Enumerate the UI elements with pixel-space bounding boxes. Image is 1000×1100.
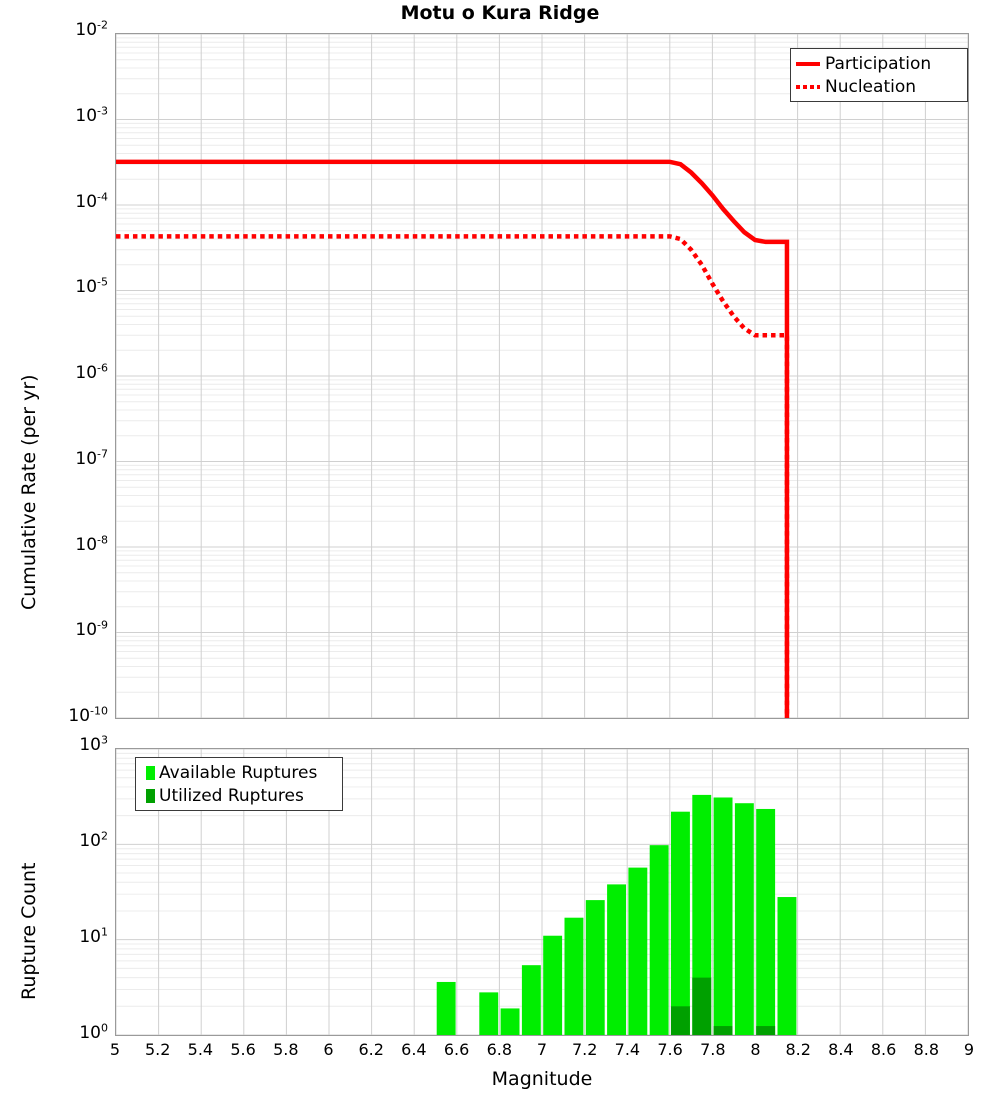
legend-item-utilized-ruptures[interactable]: Utilized Ruptures — [140, 784, 336, 807]
utilized-ruptures-swatch-icon — [146, 788, 155, 803]
xaxis-tick: 6.2 — [358, 1040, 384, 1059]
legend-label-nucleation: Nucleation — [825, 76, 917, 97]
xaxis-tick: 8.8 — [913, 1040, 940, 1059]
page-title: Motu o Kura Ridge — [400, 2, 600, 24]
legend-item-participation[interactable]: Participation — [795, 52, 961, 75]
legend-label-utilized-ruptures: Utilized Ruptures — [159, 785, 304, 806]
xaxis-tick: 6.4 — [401, 1040, 427, 1059]
bottom-plot-ytick: 101 — [79, 925, 108, 947]
xaxis-label: Magnitude — [491, 1068, 593, 1090]
xaxis-tick: 9 — [963, 1040, 975, 1059]
nucleation-line-icon — [795, 80, 821, 94]
xaxis-tick: 5.4 — [187, 1040, 214, 1059]
top-plot-ytick: 10-3 — [75, 104, 108, 126]
xaxis-tick: 8 — [750, 1040, 761, 1059]
top-plot-ylabel: Cumulative Rate (per yr) — [18, 374, 40, 610]
legend-item-available-ruptures[interactable]: Available Ruptures — [140, 761, 336, 784]
top-plot-ytick: 10-10 — [68, 704, 108, 726]
xaxis-tick: 7.4 — [614, 1040, 641, 1059]
legend-label-available-ruptures: Available Ruptures — [159, 762, 318, 783]
top-plot-ytick: 10-7 — [75, 447, 108, 469]
xaxis-tick: 6.8 — [486, 1040, 513, 1059]
top-plot-ytick: 10-5 — [75, 275, 108, 298]
bottom-plot-ytick: 100 — [79, 1021, 108, 1043]
xaxis-tick: 8.6 — [870, 1040, 897, 1059]
xaxis-tick: 7 — [536, 1040, 548, 1059]
top-plot-ytick: 10-6 — [75, 361, 108, 383]
xaxis-tick: 5.6 — [230, 1040, 256, 1059]
available-ruptures-swatch-icon — [146, 765, 155, 780]
bottom-plot-bars — [116, 749, 968, 1035]
top-plot-ytick: 10-9 — [75, 618, 108, 641]
legend-label-participation: Participation — [825, 53, 932, 74]
top-plot-ytick: 10-8 — [75, 532, 108, 555]
xaxis-tick: 7.8 — [700, 1040, 726, 1059]
xaxis-tick: 8.2 — [785, 1040, 811, 1059]
legend-item-nucleation[interactable]: Nucleation — [795, 75, 961, 98]
xaxis-tick: 5.8 — [273, 1040, 299, 1059]
participation-line-icon — [795, 57, 821, 71]
xaxis-tick: 7.2 — [571, 1040, 598, 1059]
xaxis-tick: 5.2 — [144, 1040, 171, 1059]
top-plot-curves — [116, 34, 968, 718]
top-plot-ytick: 10-4 — [75, 189, 108, 212]
xaxis-tick: 6 — [323, 1040, 334, 1059]
top-plot-ytick: 10-2 — [75, 18, 108, 40]
bottom-plot-ytick: 103 — [79, 733, 108, 755]
xaxis-tick: 7.6 — [657, 1040, 683, 1059]
xaxis-tick: 5 — [109, 1040, 121, 1059]
xaxis-tick: 6.6 — [443, 1040, 470, 1059]
xaxis-tick: 8.4 — [828, 1040, 854, 1059]
bottom-plot-ytick: 102 — [79, 829, 108, 851]
top-plot-area — [115, 33, 969, 719]
bottom-plot-legend: Available Ruptures Utilized Ruptures — [135, 757, 343, 811]
top-plot-legend: Participation Nucleation — [790, 48, 968, 102]
